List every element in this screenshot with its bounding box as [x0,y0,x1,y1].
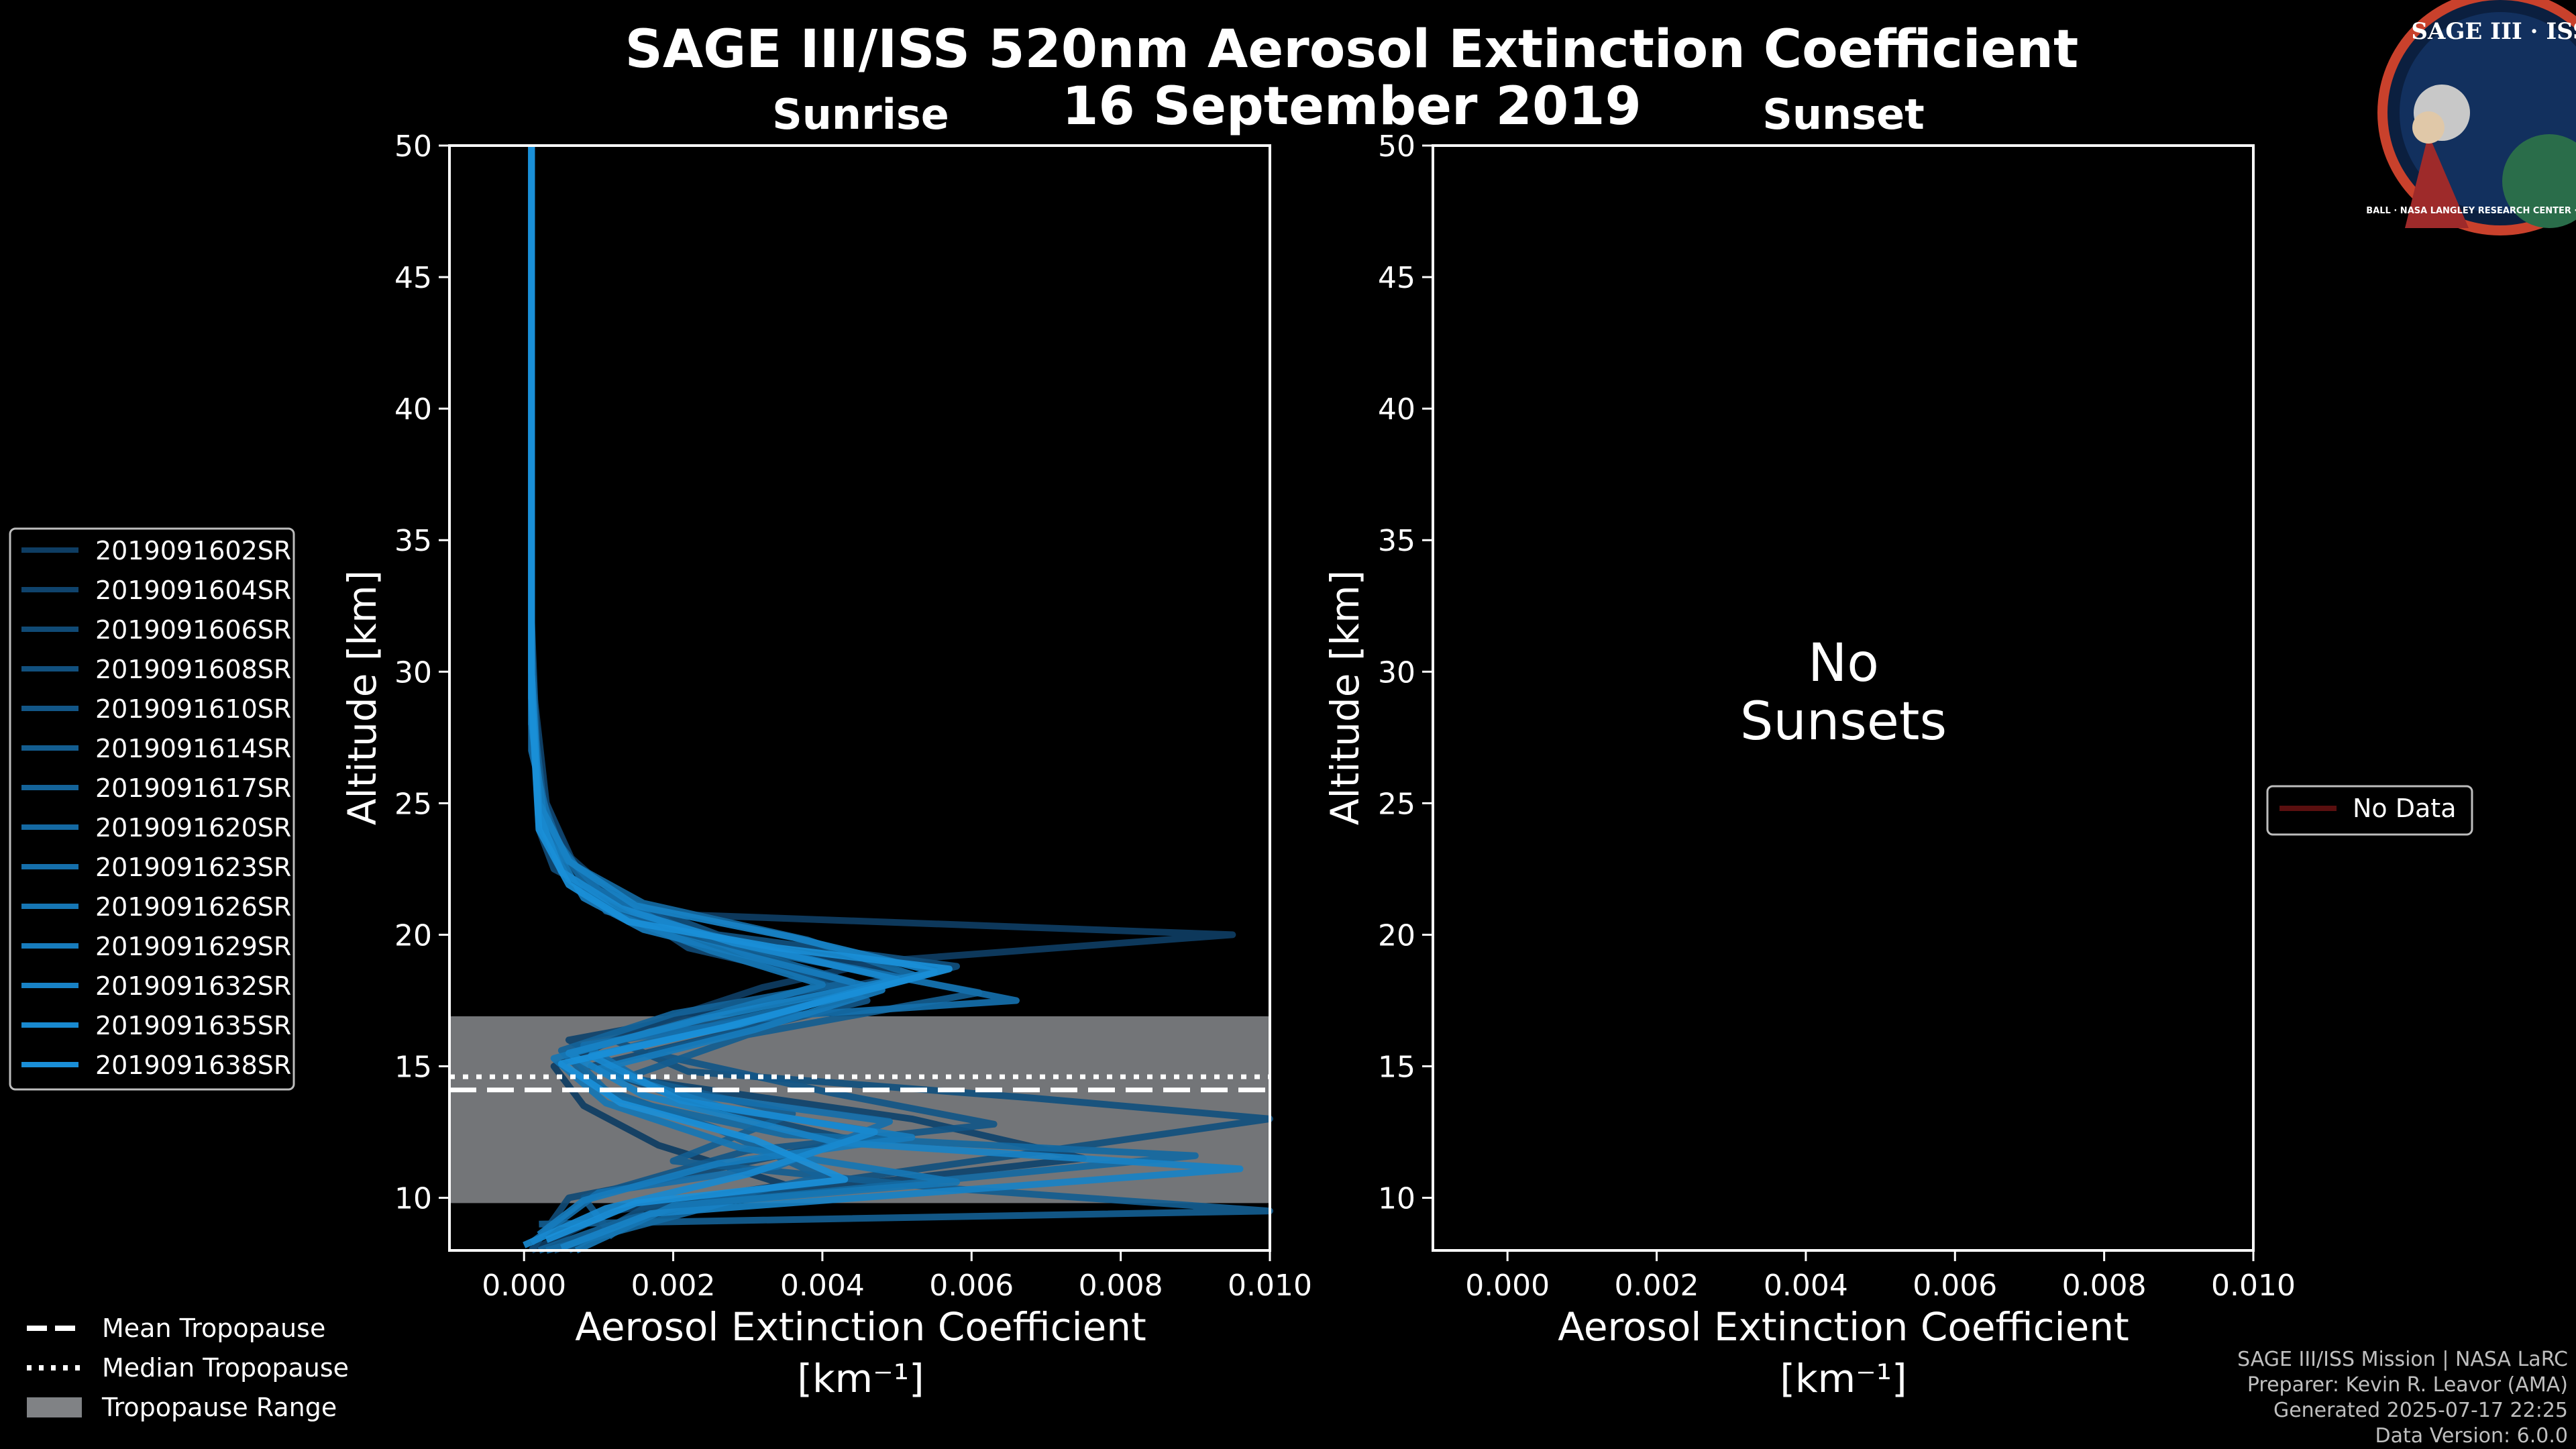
legend-mean-label: Mean Tropopause [102,1313,325,1343]
tropopause-legend: Mean Tropopause Median Tropopause Tropop… [27,1313,349,1422]
legend-label: 2019091626SR [95,892,291,922]
x-tick-label: 0.006 [929,1269,1014,1303]
chart-title: SAGE III/ISS 520nm Aerosol Extinction Co… [625,19,2079,80]
chart-date: 16 September 2019 [1062,76,1642,137]
y-tick-label: 50 [1378,129,1415,164]
legend-label: 2019091610SR [95,694,291,724]
y-tick-label: 20 [1378,918,1415,953]
sunset-x-label: Aerosol Extinction Coefficient [1558,1304,2129,1350]
y-tick-label: 15 [394,1051,432,1085]
x-tick-label: 0.006 [1913,1269,1997,1303]
sunrise-y-label: Altitude [km] [339,570,385,825]
y-tick-label: 25 [394,787,432,821]
legend-label: 2019091617SR [95,773,291,803]
x-tick-label: 0.004 [780,1269,865,1303]
no-data-legend: No Data [2266,785,2473,836]
y-tick-label: 30 [1378,655,1415,690]
sunset-panel: 0.000 0.002 0.004 0.006 0.008 0.010 10 15 20 25 3… [1322,129,2296,1401]
no-sunsets-line1: No [1808,633,1879,694]
credits: SAGE III/ISS Mission | NASA LaRC Prepare… [2237,1348,2568,1448]
y-tick-label: 10 [1378,1182,1415,1216]
y-tick-label: 30 [394,655,432,690]
x-tick-label: 0.010 [2211,1269,2296,1303]
legend-label: 2019091602SR [95,536,291,566]
y-tick-label: 15 [1378,1051,1415,1085]
no-sunsets-line2: Sunsets [1740,692,1947,752]
legend-label: 2019091614SR [95,734,291,763]
legend-label: 2019091635SR [95,1011,291,1040]
legend-label: 2019091620SR [95,813,291,843]
legend-label: 2019091606SR [95,615,291,645]
series-legend: 2019091602SR 2019091604SR 2019091606SR 2019… [9,527,295,1091]
legend-label: 2019091608SR [95,655,291,684]
series-line-2019091632SR [528,146,1244,1251]
y-tick-label: 20 [394,918,432,953]
x-tick-label: 0.008 [2062,1269,2147,1303]
sunset-panel-title: Sunset [1762,90,1925,139]
x-tick-label: 0.002 [631,1269,716,1303]
legend-label: 2019091629SR [95,932,291,961]
legend-label: 2019091623SR [95,853,291,882]
logo-top-text: SAGE III · ISS [2411,18,2576,45]
credit-line-2: Preparer: Kevin R. Leavor (AMA) [2247,1373,2568,1397]
y-tick-label: 10 [394,1182,432,1216]
x-tick-label: 0.008 [1079,1269,1163,1303]
sage-iss-logo: SAGE III · ISS BALL · NASA LANGLEY RESEA… [2366,0,2576,235]
y-tick-label: 50 [394,129,432,164]
legend-range-label: Tropopause Range [101,1393,337,1422]
x-tick-label: 0.000 [482,1269,566,1303]
legend-label: 2019091638SR [95,1051,291,1080]
sunset-plot-area [1432,144,2255,1252]
sunrise-panel: 0.000 0.002 0.004 0.006 0.008 0.010 10 15 20 25 3… [339,129,1312,1401]
credit-line-3: Generated 2025-07-17 22:25 [2273,1399,2568,1422]
sunrise-panel-title: Sunrise [772,90,949,139]
y-tick-label: 35 [394,524,432,558]
sunrise-series-group [523,146,1273,1254]
legend-label: 2019091604SR [95,576,291,605]
y-tick-label: 45 [394,261,432,295]
x-tick-label: 0.004 [1764,1269,1848,1303]
legend-range-swatch [27,1397,82,1417]
x-tick-label: 0.002 [1615,1269,1699,1303]
sunrise-y-ticks: 10 15 20 25 30 35 40 45 50 [394,129,449,1216]
y-tick-label: 45 [1378,261,1415,295]
sunset-x-ticks: 0.000 0.002 0.004 0.006 0.008 0.010 [1465,1250,2296,1303]
x-tick-label: 0.000 [1465,1269,1550,1303]
y-tick-label: 35 [1378,524,1415,558]
sunset-x-unit: [km⁻¹] [1780,1356,1907,1401]
y-tick-label: 25 [1378,787,1415,821]
credit-line-1: SAGE III/ISS Mission | NASA LaRC [2237,1348,2568,1371]
series-line-2019091638SR [528,146,953,1243]
legend-label: 2019091632SR [95,971,291,1001]
y-tick-label: 40 [394,392,432,427]
sunset-y-ticks: 10 15 20 25 30 35 40 45 50 [1378,129,1433,1216]
sunset-y-label: Altitude [km] [1322,570,1368,825]
sunrise-x-unit: [km⁻¹] [797,1356,924,1401]
logo-bottom-text: BALL · NASA LANGLEY RESEARCH CENTER · TA… [2366,206,2576,216]
sunrise-x-ticks: 0.000 0.002 0.004 0.006 0.008 0.010 [482,1250,1312,1303]
y-tick-label: 40 [1378,392,1415,427]
x-tick-label: 0.010 [1228,1269,1312,1303]
credit-line-4: Data Version: 6.0.0 [2375,1424,2568,1448]
legend-median-label: Median Tropopause [102,1353,349,1383]
no-data-label: No Data [2353,794,2457,823]
sunrise-x-label: Aerosol Extinction Coefficient [575,1304,1146,1350]
